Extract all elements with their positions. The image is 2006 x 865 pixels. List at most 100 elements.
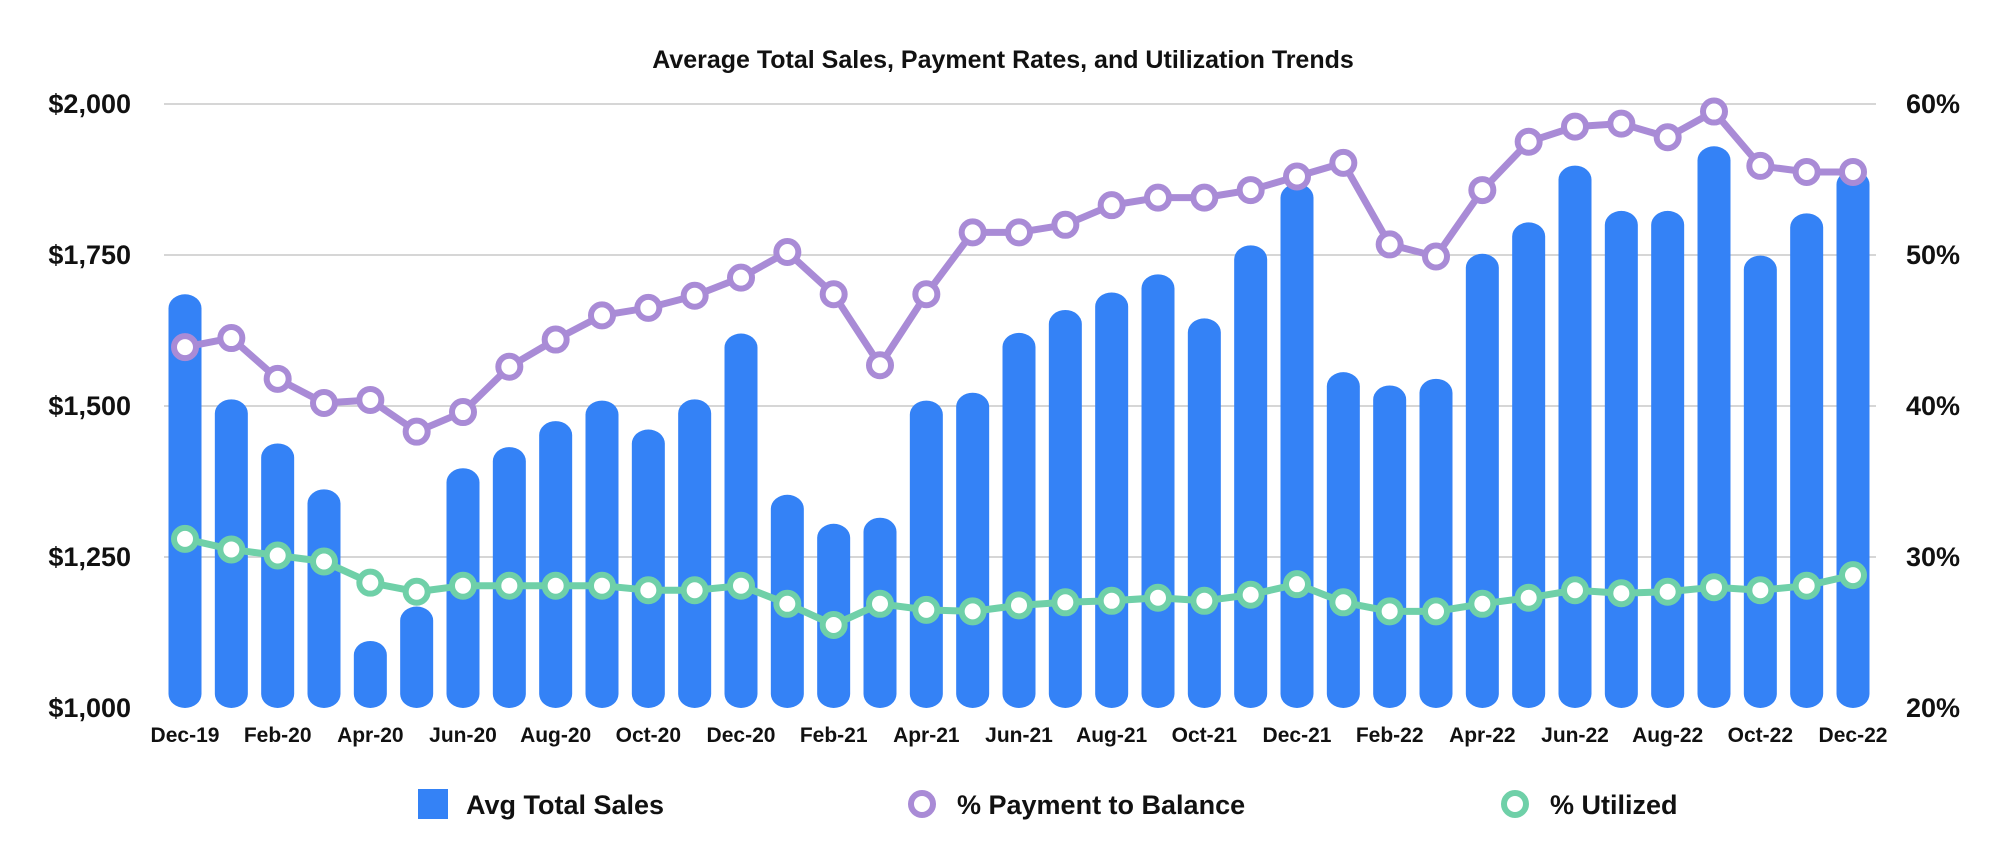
point-Oct-20 bbox=[634, 576, 663, 605]
series-utilized bbox=[171, 524, 1867, 639]
point-May-22 bbox=[1514, 583, 1543, 612]
point-Jan-22 bbox=[1329, 148, 1358, 177]
point-Mar-21 bbox=[866, 351, 894, 380]
point-Nov-22 bbox=[1792, 157, 1821, 186]
bar-Mar-22 bbox=[1419, 378, 1453, 708]
point-Nov-21 bbox=[1236, 176, 1265, 205]
point-Jul-22 bbox=[1607, 109, 1636, 138]
x-tick-label: Oct-21 bbox=[1172, 724, 1238, 747]
point-Apr-22 bbox=[1468, 589, 1497, 618]
point-Feb-22 bbox=[1375, 597, 1404, 626]
bar-Jun-22 bbox=[1558, 165, 1592, 708]
chart-title: Average Total Sales, Payment Rates, and … bbox=[652, 46, 1354, 74]
bar-Oct-21 bbox=[1187, 318, 1221, 708]
x-tick-label: Apr-22 bbox=[1449, 724, 1516, 747]
point-Dec-19 bbox=[171, 333, 199, 362]
point-Jun-20 bbox=[449, 571, 477, 600]
point-Nov-20 bbox=[680, 576, 709, 605]
y-left-tick-label: $2,000 bbox=[48, 89, 131, 119]
bar-May-22 bbox=[1512, 222, 1546, 708]
point-Apr-20 bbox=[356, 385, 385, 414]
bar-Dec-19 bbox=[168, 294, 202, 708]
bar-May-21 bbox=[956, 392, 990, 708]
x-tick-label: Apr-20 bbox=[337, 724, 404, 747]
point-Jul-22 bbox=[1607, 579, 1636, 608]
bar-Nov-20 bbox=[678, 399, 712, 708]
point-Nov-22 bbox=[1792, 571, 1821, 600]
point-Apr-20 bbox=[356, 568, 385, 597]
bar-Nov-22 bbox=[1790, 213, 1824, 708]
legend-label-utilized: % Utilized bbox=[1550, 790, 1678, 820]
point-Jun-21 bbox=[1005, 591, 1033, 620]
point-Jun-22 bbox=[1561, 112, 1589, 141]
point-Nov-21 bbox=[1236, 580, 1265, 609]
legend-swatch-avg-total-sales bbox=[418, 789, 448, 819]
legend-marker-payment-to-balance bbox=[908, 790, 936, 818]
point-Dec-20 bbox=[727, 263, 755, 292]
point-Apr-21 bbox=[912, 280, 941, 309]
legend-marker-utilized bbox=[1501, 790, 1529, 818]
y-right-tick-label: 30% bbox=[1906, 542, 1960, 572]
point-Dec-22 bbox=[1839, 157, 1867, 186]
bar-Mar-20 bbox=[307, 489, 341, 708]
point-Feb-20 bbox=[263, 364, 292, 393]
point-Jun-20 bbox=[449, 398, 477, 427]
x-tick-label: Aug-22 bbox=[1632, 724, 1703, 747]
point-Aug-21 bbox=[1097, 586, 1126, 615]
point-Feb-21 bbox=[819, 280, 848, 309]
point-Sep-20 bbox=[588, 301, 616, 330]
x-tick-label: Jun-20 bbox=[429, 724, 497, 747]
point-Oct-20 bbox=[634, 293, 663, 322]
x-tick-label: Feb-20 bbox=[244, 724, 312, 747]
bar-Feb-22 bbox=[1373, 385, 1407, 708]
point-Sep-22 bbox=[1700, 573, 1728, 602]
point-May-22 bbox=[1514, 127, 1543, 156]
point-Feb-21 bbox=[819, 610, 848, 639]
point-May-20 bbox=[402, 417, 431, 446]
point-Mar-20 bbox=[310, 547, 338, 576]
point-Oct-22 bbox=[1746, 151, 1775, 180]
point-Dec-20 bbox=[727, 571, 755, 600]
y-right-tick-label: 50% bbox=[1906, 240, 1960, 270]
point-Jul-21 bbox=[1051, 588, 1080, 617]
point-May-21 bbox=[958, 597, 987, 626]
point-Jan-20 bbox=[217, 535, 246, 564]
bar-Sep-22 bbox=[1697, 146, 1731, 708]
point-Oct-21 bbox=[1190, 586, 1219, 615]
y-right-tick-label: 20% bbox=[1906, 693, 1960, 723]
y-left-tick-label: $1,500 bbox=[48, 391, 131, 421]
line-series bbox=[171, 97, 1867, 639]
point-Jul-20 bbox=[495, 352, 524, 381]
point-May-21 bbox=[958, 218, 987, 247]
x-tick-label: Aug-20 bbox=[520, 724, 591, 747]
bar-Jan-22 bbox=[1326, 372, 1360, 708]
x-tick-label: Dec-21 bbox=[1263, 724, 1332, 747]
x-tick-label: Oct-20 bbox=[616, 724, 681, 747]
bar-Aug-21 bbox=[1095, 292, 1129, 708]
y-right-tick-label: 60% bbox=[1906, 89, 1960, 119]
x-tick-label: Apr-21 bbox=[893, 724, 960, 747]
legend-label-avg-total-sales: Avg Total Sales bbox=[466, 790, 664, 820]
bar-Sep-21 bbox=[1141, 274, 1175, 708]
point-Dec-21 bbox=[1283, 162, 1311, 191]
bar-Dec-20 bbox=[724, 333, 758, 708]
x-tick-label: Feb-22 bbox=[1356, 724, 1424, 747]
bar-Aug-20 bbox=[539, 421, 573, 708]
bar-Jul-21 bbox=[1048, 309, 1082, 708]
x-tick-label: Feb-21 bbox=[800, 724, 868, 747]
point-Jul-20 bbox=[495, 571, 524, 600]
point-Aug-20 bbox=[541, 571, 570, 600]
point-Jul-21 bbox=[1051, 210, 1080, 239]
point-Apr-22 bbox=[1468, 176, 1497, 205]
point-Feb-20 bbox=[263, 541, 292, 570]
point-Aug-22 bbox=[1653, 577, 1682, 606]
legend: Avg Total Sales % Payment to Balance % U… bbox=[418, 789, 1678, 820]
y-left-tick-label: $1,750 bbox=[48, 240, 131, 270]
bar-Apr-21 bbox=[909, 400, 943, 708]
x-tick-label: Jun-22 bbox=[1541, 724, 1609, 747]
point-Dec-21 bbox=[1283, 570, 1311, 599]
bar-Dec-22 bbox=[1836, 170, 1870, 708]
x-tick-label: Dec-22 bbox=[1819, 724, 1888, 747]
point-Sep-21 bbox=[1144, 183, 1172, 212]
